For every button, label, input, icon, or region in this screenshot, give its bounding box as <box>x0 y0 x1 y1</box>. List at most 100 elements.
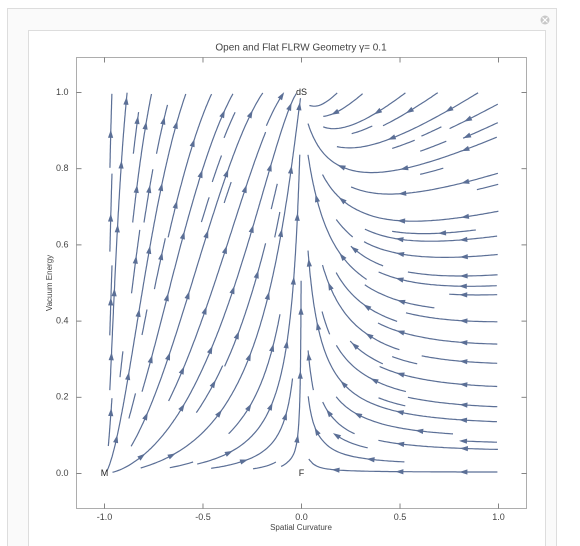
stream-arrow <box>459 340 468 346</box>
stream-arrow <box>396 372 405 378</box>
stream-arrow <box>107 129 114 138</box>
streamline <box>200 197 210 223</box>
stream-arrow <box>178 403 185 412</box>
x-tick-label: 1.0 <box>492 512 505 522</box>
streamline <box>392 229 476 235</box>
stream-arrow <box>332 433 342 440</box>
y-tick-label: 1.0 <box>56 87 69 97</box>
stream-arrow <box>396 441 405 447</box>
stream-arrow <box>189 138 195 148</box>
stream-arrow <box>337 165 346 171</box>
stream-arrow <box>306 258 312 267</box>
stream-arrow <box>111 288 117 297</box>
stream-arrow <box>459 273 468 279</box>
streamline <box>335 434 368 449</box>
streamline <box>321 311 331 335</box>
stream-arrow <box>459 382 468 388</box>
stream-arrow <box>374 107 383 115</box>
x-tick-label: -0.5 <box>195 512 211 522</box>
stream-arrow <box>316 321 322 331</box>
stream-arrow <box>239 459 249 465</box>
streamline <box>252 461 277 470</box>
stream-arrow <box>463 132 472 139</box>
stream-arrow <box>459 446 468 452</box>
streamline <box>407 271 498 277</box>
stream-arrow <box>398 190 407 196</box>
streamline <box>119 351 124 378</box>
streamline <box>112 93 297 473</box>
y-tick-label: 0.0 <box>56 468 69 478</box>
streamline <box>141 309 148 336</box>
streamline <box>168 131 267 402</box>
streamline <box>391 356 418 365</box>
streamline <box>141 93 234 392</box>
stream-arrow <box>209 379 216 389</box>
streamline <box>419 167 444 175</box>
stream-arrow <box>306 352 312 361</box>
stream-arrow <box>142 412 148 421</box>
stream-arrow <box>459 359 468 365</box>
streamline <box>195 365 224 413</box>
stream-arrow <box>107 213 114 222</box>
stream-arrow <box>339 253 347 262</box>
streamline <box>476 183 499 191</box>
stream-arrow <box>281 412 287 421</box>
streamline <box>223 111 236 139</box>
stream-arrow <box>206 345 213 355</box>
stream-arrow <box>340 380 348 389</box>
stream-arrow <box>405 106 415 114</box>
stream-arrow <box>326 409 334 418</box>
streamline <box>169 461 194 469</box>
stream-arrow <box>245 403 252 412</box>
stream-arrow <box>184 291 190 300</box>
stream-arrow <box>296 102 302 111</box>
stream-arrow <box>459 254 468 260</box>
stream-arrow <box>459 236 468 243</box>
stream-arrow <box>331 467 340 473</box>
content-panel <box>28 30 546 546</box>
streamline <box>109 173 113 252</box>
stream-arrow <box>459 417 468 423</box>
stream-arrow <box>135 308 141 318</box>
stream-arrow <box>290 276 296 285</box>
stream-arrow <box>370 378 379 385</box>
stream-arrow <box>123 96 129 105</box>
streamline <box>228 314 281 435</box>
streamline <box>420 140 447 152</box>
streamline <box>363 241 498 258</box>
stream-arrow <box>118 160 124 169</box>
stream-arrow <box>203 230 209 239</box>
stream-arrow <box>395 237 404 243</box>
streamline <box>322 92 406 130</box>
streamline <box>167 93 213 238</box>
stream-arrow <box>146 184 152 194</box>
streamline <box>350 172 499 195</box>
streamline <box>421 355 498 364</box>
stream-arrow <box>165 352 171 361</box>
stream-arrow <box>246 110 253 119</box>
streamline <box>335 344 407 393</box>
streamline <box>351 125 373 135</box>
streamline <box>307 396 405 463</box>
stream-arrow <box>294 212 300 221</box>
stream-arrow <box>287 165 294 174</box>
stream-arrow <box>146 245 152 255</box>
y-tick-label: 0.6 <box>56 239 69 249</box>
stream-arrow <box>397 299 406 305</box>
stream-arrow <box>108 408 114 417</box>
stream-arrow <box>438 230 447 236</box>
stream-arrow <box>201 306 207 315</box>
stream-arrow <box>461 145 470 152</box>
streamline <box>405 312 498 323</box>
stream-arrow <box>315 194 321 203</box>
x-tick-label: -1.0 <box>97 512 113 522</box>
stream-arrow <box>459 469 468 475</box>
stream-arrow <box>283 340 289 349</box>
stream-arrow <box>253 270 259 279</box>
stream-arrow <box>350 246 359 254</box>
stream-arrow <box>219 109 225 119</box>
stream-arrow <box>297 370 303 379</box>
stream-arrow <box>179 231 185 240</box>
stream-arrow <box>338 197 347 205</box>
streamline <box>407 396 498 408</box>
